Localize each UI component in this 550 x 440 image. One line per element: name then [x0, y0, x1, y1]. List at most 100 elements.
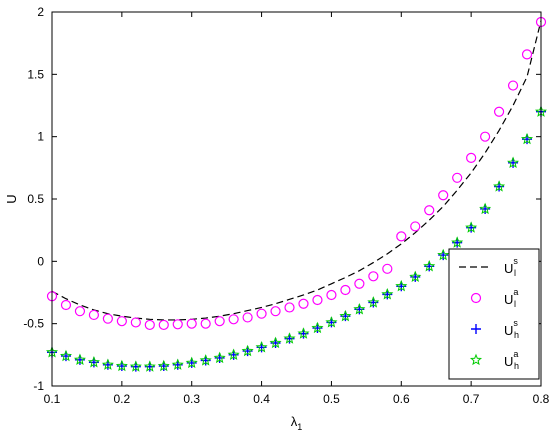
- x-axis-label-sub: 1: [297, 422, 302, 432]
- data-point: [227, 348, 240, 360]
- data-point: [228, 314, 239, 325]
- data-point: [339, 309, 352, 322]
- data-point: [186, 318, 197, 329]
- data-point: [74, 306, 86, 317]
- data-point: [395, 279, 408, 292]
- legend-entry: Us h: [471, 318, 519, 340]
- data-point: [284, 302, 295, 313]
- data-point: [200, 318, 211, 329]
- legend-swatch: [469, 353, 483, 366]
- data-point: [367, 296, 380, 308]
- data-point: [171, 358, 184, 370]
- legend-label: Ua h: [504, 349, 519, 371]
- data-point: [493, 106, 505, 117]
- legend-label-sub: h: [514, 330, 519, 340]
- legend-label-base: U: [504, 354, 513, 369]
- y-tick-label: 1.5: [27, 67, 44, 81]
- data-point: [368, 271, 379, 282]
- data-point: [326, 289, 337, 301]
- data-point: [255, 341, 268, 353]
- y-axis-label: U: [4, 194, 19, 203]
- data-point: [213, 351, 226, 364]
- data-point: [507, 156, 520, 168]
- data-point: [88, 309, 100, 321]
- data-point: [157, 359, 170, 372]
- legend-label-sub: l: [514, 268, 516, 278]
- data-point: [256, 308, 267, 319]
- data-point: [381, 288, 394, 300]
- data-point: [144, 319, 155, 331]
- data-point: [424, 205, 435, 216]
- data-point: [410, 221, 421, 232]
- data-point: [283, 332, 296, 344]
- data-point: [87, 355, 100, 368]
- y-tick-label: 1: [37, 130, 44, 144]
- x-tick-label: 0.1: [44, 392, 61, 406]
- data-point: [143, 360, 156, 372]
- legend-label-base: U: [504, 292, 513, 307]
- series-0: [51, 20, 542, 321]
- axes: 0.1 0.2 0.3 0.4 0.5 0.6 0.7 0.8 -1 -0.5 0 0.5 1 1.5 2: [23, 5, 549, 406]
- x-tick-label: 0.4: [253, 392, 270, 406]
- data-point: [214, 316, 225, 327]
- data-point: [438, 190, 449, 201]
- y-tick-label: 2: [37, 5, 44, 19]
- series-line: [51, 20, 542, 321]
- data-point: [465, 221, 478, 233]
- data-point: [59, 349, 73, 362]
- y-tick-label: -1: [33, 379, 44, 393]
- data-point: [353, 302, 366, 315]
- data-point: [172, 319, 183, 330]
- data-point: [466, 152, 477, 163]
- legend-label-sup: s: [513, 318, 518, 328]
- data-point: [452, 172, 463, 183]
- data-point: [60, 299, 72, 311]
- x-tick-label: 0.2: [114, 392, 131, 406]
- legend-entry: Ua l: [470, 287, 518, 309]
- data-point: [298, 298, 309, 309]
- data-point: [479, 202, 492, 215]
- x-tick-label: 0.5: [323, 392, 340, 406]
- legend-label-sub: h: [514, 361, 519, 371]
- data-point: [493, 180, 506, 192]
- data-point: [241, 344, 254, 357]
- legend-swatch: [471, 324, 481, 334]
- data-point: [521, 49, 533, 60]
- data-point: [354, 278, 365, 289]
- x-tick-label: 0.8: [533, 392, 550, 406]
- y-tick-label: 0.5: [27, 192, 44, 206]
- data-point: [101, 358, 114, 370]
- data-point: [423, 259, 436, 272]
- data-point: [396, 231, 407, 242]
- data-point: [340, 284, 351, 296]
- legend-label-base: U: [504, 261, 513, 276]
- y-tick-label: -0.5: [23, 317, 44, 331]
- data-point: [382, 263, 393, 274]
- data-point: [451, 236, 464, 248]
- data-point: [130, 317, 141, 328]
- data-point: [507, 80, 519, 91]
- legend: Us lUa lUs hUa h: [448, 248, 540, 380]
- x-tick-label: 0.7: [463, 392, 480, 406]
- x-tick-label: 0.6: [393, 392, 410, 406]
- legend-entry: Ua h: [469, 349, 519, 371]
- x-axis-label: λ1: [291, 414, 303, 432]
- data-point: [325, 316, 338, 328]
- data-point: [158, 319, 169, 331]
- data-point: [185, 356, 198, 369]
- x-tick-label: 0.3: [183, 392, 200, 406]
- data-point: [242, 312, 253, 323]
- y-tick-label: 0: [37, 254, 44, 268]
- legend-label: Us l: [504, 256, 518, 278]
- data-point: [409, 270, 422, 283]
- legend-label-sup: s: [513, 256, 518, 266]
- legend-label: Us h: [504, 318, 519, 340]
- legend-label-sub: l: [514, 299, 516, 309]
- legend-entry: Us l: [459, 256, 518, 278]
- data-point: [115, 359, 128, 372]
- data-point: [312, 294, 323, 306]
- series-3: [45, 105, 548, 372]
- data-point: [129, 360, 142, 372]
- x-axis-label-main: λ: [291, 414, 298, 429]
- data-point: [73, 353, 86, 365]
